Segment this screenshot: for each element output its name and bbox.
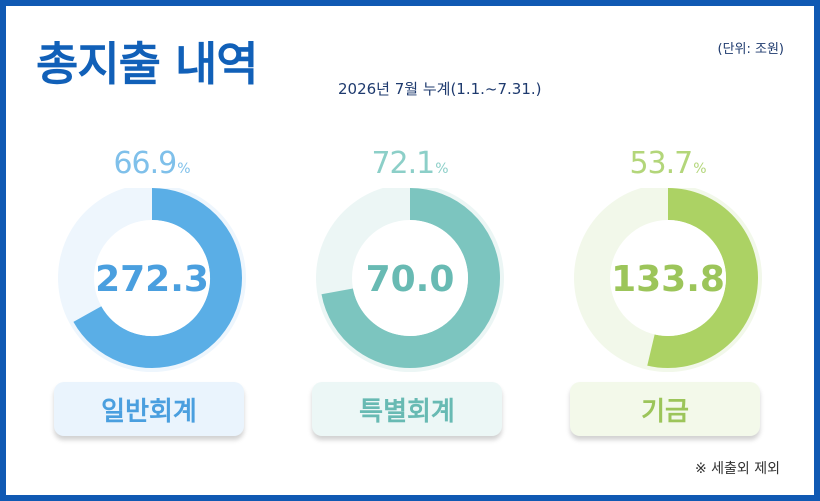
donut-chart: 272.3: [58, 188, 246, 372]
donut-center: [94, 220, 210, 336]
category-label: 기금: [570, 382, 760, 436]
percent-value: 66.9: [113, 146, 177, 181]
percent-label: 72.1%: [310, 146, 510, 181]
percent-value: 53.7: [629, 146, 693, 181]
category-label: 특별회계: [312, 382, 502, 436]
value-label: 133.8: [611, 259, 725, 300]
page-title: 총지출 내역: [36, 37, 259, 91]
donut-card-general: 66.9% 272.3 일반회계: [52, 146, 252, 446]
value-label: 70.0: [366, 259, 455, 300]
percent-value: 72.1: [371, 146, 435, 181]
donut-chart: 70.0: [316, 188, 504, 372]
percent-label: 66.9%: [52, 146, 252, 181]
donut-card-special: 72.1% 70.0 특별회계: [310, 146, 510, 446]
donut-center: [610, 220, 726, 336]
donut-chart: 133.8: [574, 188, 762, 372]
percent-symbol: %: [177, 161, 191, 177]
footnote: ※ 세출외 제외: [694, 461, 780, 477]
donut-arc: [647, 188, 758, 368]
category-label: 일반회계: [54, 382, 244, 436]
percent-symbol: %: [435, 161, 449, 177]
donut-center: [352, 220, 468, 336]
percent-label: 53.7%: [568, 146, 768, 181]
donut-card-fund: 53.7% 133.8 기금: [568, 146, 768, 446]
unit-label: (단위: 조원): [717, 42, 785, 57]
donut-arc: [321, 188, 500, 368]
percent-symbol: %: [693, 161, 707, 177]
donut-arc: [73, 188, 242, 368]
period-label: 2026년 7월 누계(1.1.~7.31.): [338, 80, 542, 98]
value-label: 272.3: [95, 259, 209, 300]
